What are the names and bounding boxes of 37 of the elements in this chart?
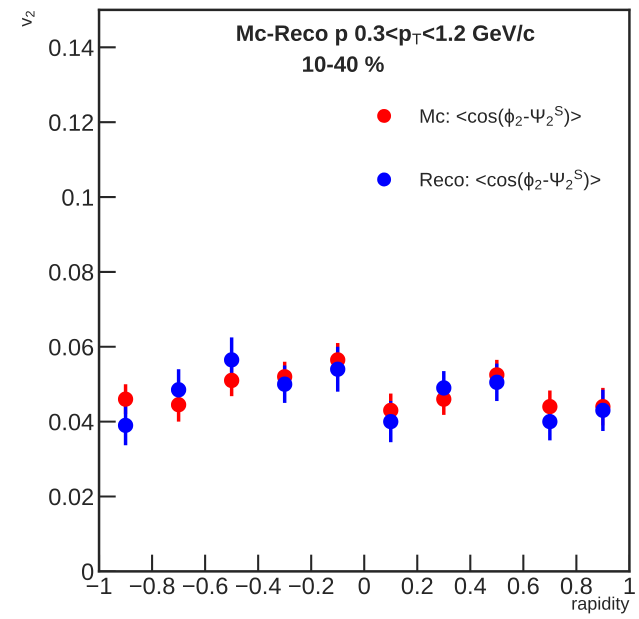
x-tick-label: 0.4 — [454, 578, 486, 594]
point — [170, 382, 186, 398]
point — [224, 352, 240, 368]
point — [224, 372, 240, 388]
point — [277, 376, 292, 392]
y-tick-label: 0.12 — [49, 114, 94, 131]
x-axis-title: rapidity — [572, 596, 630, 614]
point — [489, 374, 504, 390]
y-tick-label: 0.14 — [49, 39, 94, 56]
text: 10-40 % — [303, 56, 384, 72]
legend-label: Reco: <cos(ϕ$_{2}$-Ψ$_{2}$$^{S}$)> — [420, 170, 600, 190]
y-tick-label: 0.04 — [49, 414, 94, 430]
point — [118, 392, 134, 407]
y-tick-label: 0.1 — [62, 189, 94, 206]
x-tick-label: 0.8 — [560, 578, 592, 594]
x-tick-label: −0.4 — [236, 578, 281, 594]
x-tick-label: −0.8 — [130, 578, 174, 594]
point — [330, 362, 346, 377]
y-tick-label: 0.06 — [49, 338, 94, 356]
y-tick-label: 0.08 — [49, 264, 94, 281]
point — [595, 402, 611, 418]
y-tick-label: 0.02 — [49, 488, 94, 506]
x-tick-label: 0.2 — [402, 578, 432, 594]
y-axis-title: v$_{2}$ — [22, 11, 34, 27]
point — [383, 414, 398, 430]
point — [118, 418, 134, 434]
point — [436, 380, 452, 396]
x-tick-label: −0.2 — [289, 578, 334, 594]
x-tick-label: 0 — [358, 578, 370, 594]
text: Mc-Reco p 0.3<p$_{T}$<1.2 GeV/c — [237, 24, 534, 46]
point — [542, 414, 558, 430]
x-tick-label: −0.6 — [182, 578, 228, 594]
point — [170, 397, 186, 412]
x-tick-label: 1 — [624, 578, 635, 594]
x-tick-label: 0.6 — [508, 578, 539, 594]
legend-label: Mc: <cos(ϕ$_{2}$-Ψ$_{2}$$^{S}$)> — [420, 106, 581, 127]
point — [542, 399, 558, 414]
